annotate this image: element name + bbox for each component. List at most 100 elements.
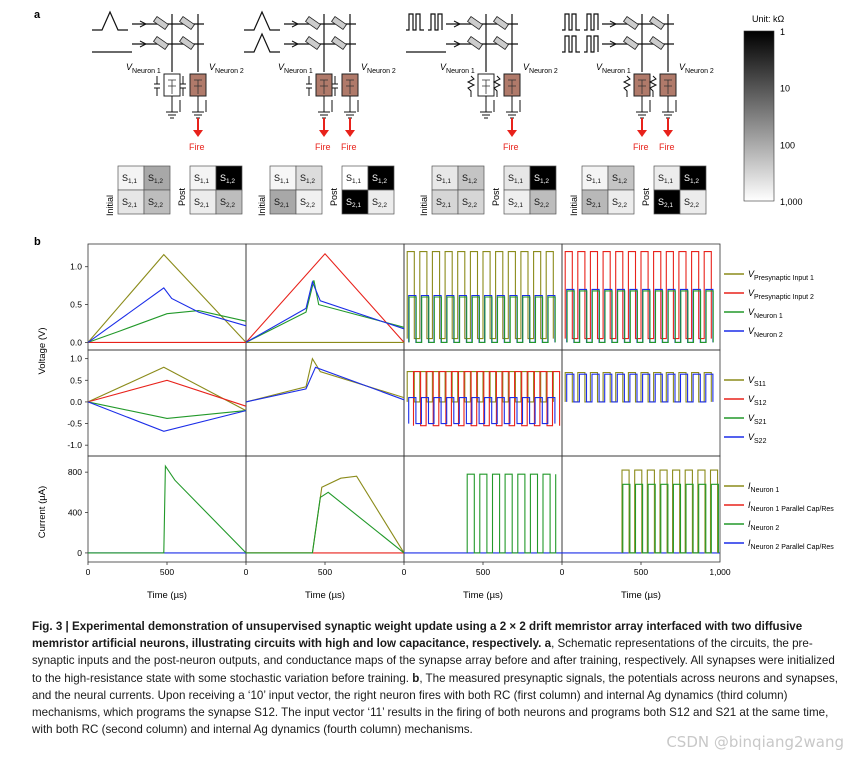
ground-icon [636, 96, 648, 119]
caption-a-text: , Schematic representations of the circu… [32, 637, 835, 685]
x-tick-label: 0 [560, 567, 565, 577]
v-neuron2-sub: Neuron 2 [685, 68, 714, 75]
trace-s22 [566, 373, 714, 403]
circuit-1: VNeuron 1 VNeuron 2 Fire [92, 10, 244, 152]
memristor-icon [492, 15, 510, 31]
trace-neuron1 [245, 280, 405, 343]
circuit-4: VNeuron 1 VNeuron 2 Fire Fire [562, 13, 714, 152]
legend-sub: Presynaptic Input 1 [754, 275, 814, 282]
v-neuron2-sub: Neuron 2 [367, 68, 396, 75]
map-cell-sub: 1,2 [378, 178, 387, 185]
map-cell-sub: 1,1 [514, 178, 523, 185]
capacitor-icon [154, 76, 160, 96]
fire-label: Fire [659, 142, 675, 152]
input-pulse-1 [92, 10, 128, 31]
trace-i-neuron2 [88, 464, 247, 554]
map-cell [269, 189, 297, 215]
trace-s11 [406, 371, 554, 403]
map-cell [117, 189, 145, 215]
y-tick-label: 0.0 [70, 337, 82, 347]
trace-s11 [564, 371, 712, 403]
map-cell-sub: 2,2 [226, 202, 235, 209]
v-neuron2-label: VNeuron 2 [679, 62, 714, 75]
map-cell [143, 189, 171, 215]
legend-sub: S11 [754, 381, 766, 388]
capacitor-icon [332, 76, 338, 96]
resistor-icon [622, 75, 632, 97]
y-tick-label: 1.0 [70, 262, 82, 272]
legend-label: INeuron 1 Parallel Cap/Res [748, 500, 834, 513]
colorbar-tick-label: 10 [780, 84, 790, 94]
trace-neuron1 [566, 290, 714, 343]
fire-label: Fire [503, 142, 519, 152]
y-tick-label: 0 [77, 548, 82, 558]
trace-s11 [245, 357, 405, 403]
plot-frame [245, 455, 405, 563]
legend-sub: S21 [754, 419, 767, 426]
initial-label: Initial [257, 195, 267, 216]
map-cell-sub: 1,2 [154, 178, 163, 185]
memristor-icon [152, 15, 170, 31]
memristor-icon [466, 15, 484, 31]
memristor-icon [622, 15, 640, 31]
trace-neuron2 [408, 294, 556, 343]
map-cell [679, 165, 707, 191]
plot-frame [561, 455, 721, 563]
colorbar [743, 30, 775, 202]
plot-frame [87, 349, 247, 457]
caption-b-text: , The measured presynaptic signals, the … [32, 671, 839, 737]
map-cell-sub: 2,1 [280, 202, 289, 209]
neuron-symbol-icon [194, 79, 202, 94]
map-cell [431, 165, 459, 191]
map-post-1: S1,1 S1,2S2,1 S2,2 [189, 165, 243, 215]
map-cell [679, 189, 707, 215]
map-cell-sub: 1,2 [690, 178, 699, 185]
map-cell-sub: 2,2 [540, 202, 549, 209]
colorbar-tick-label: 1,000 [780, 197, 803, 207]
y-axis-label-current: Current (µA) [37, 486, 48, 538]
legend-label: VS21 [748, 413, 767, 426]
trace-presyn2 [245, 252, 405, 343]
x-tick-label: 500 [160, 567, 174, 577]
legend-label: VNeuron 1 [748, 307, 783, 320]
map-cell [653, 165, 681, 191]
trace-i-neuron2 [466, 473, 557, 554]
neuron-symbol-icon [346, 79, 354, 94]
post-label: Post [641, 187, 651, 206]
memristor-icon [466, 35, 484, 51]
trace-s11 [87, 366, 247, 412]
v-neuron1-sub: Neuron 1 [284, 68, 313, 75]
caption-a-label: a [541, 637, 552, 651]
fire-arrow-icon [193, 130, 203, 137]
map-cell-sub: 1,1 [664, 178, 673, 185]
memristor-icon [178, 15, 196, 31]
post-label: Post [491, 187, 501, 206]
arrow-icon [453, 20, 462, 28]
map-cell-sub: 1,1 [592, 178, 601, 185]
map-cell [503, 189, 531, 215]
caption-title: Fig. 3 | Experimental demonstration of u… [32, 620, 803, 651]
arrow-icon [609, 40, 618, 48]
colorbar-tick-label: 100 [780, 140, 795, 150]
memristor-icon [304, 15, 322, 31]
map-cell-sub: 2,2 [154, 202, 163, 209]
fire-arrow-icon [345, 130, 355, 137]
y-tick-label: 0.5 [70, 375, 82, 385]
map-cell [295, 189, 323, 215]
x-tick-label: 500 [318, 567, 332, 577]
plot-frame [403, 349, 563, 457]
colorbar-unit: Unit: kΩ [752, 14, 785, 24]
y-tick-label: 0.5 [70, 300, 82, 310]
trace-neuron2 [87, 287, 247, 343]
initial-label: Initial [419, 195, 429, 216]
x-tick-label: 1,000 [709, 567, 731, 577]
panel-b: b 0.0 0.5 1.0 -1.0 -0.5 0.0 0.5 1.0 0 400 800 Voltag… [34, 236, 834, 601]
trace-s12 [87, 379, 247, 407]
colorbar-tick-label: 1 [780, 27, 785, 37]
map-cell [457, 189, 485, 215]
map-cell-sub: 2,1 [442, 202, 451, 209]
circuit-3: VNeuron 1 VNeuron 2 Fire [406, 13, 558, 152]
plot-frame [403, 455, 563, 563]
